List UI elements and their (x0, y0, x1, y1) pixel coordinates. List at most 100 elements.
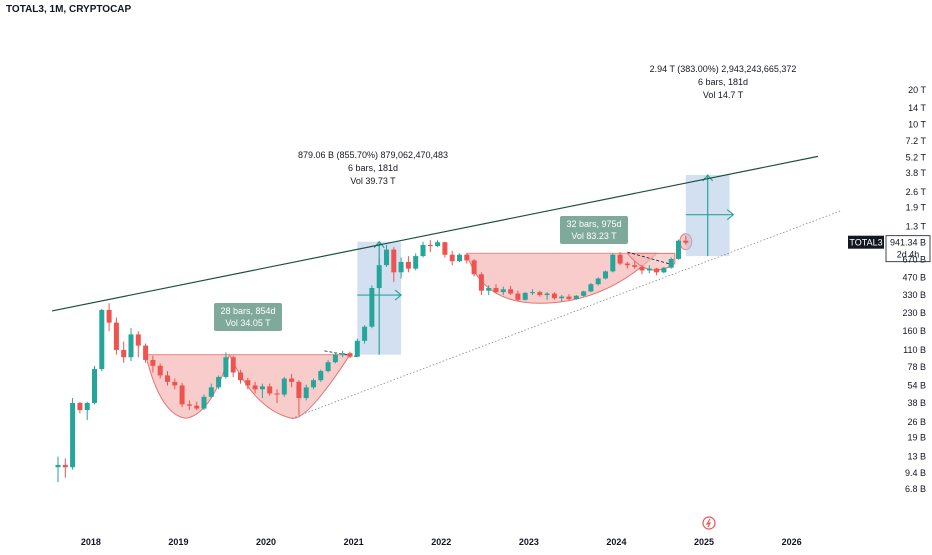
candle-body (427, 244, 433, 247)
price-tick-label: 7.2 T (906, 136, 927, 146)
measure2-label-text: 2.94 T (383.00%) 2,943,243,665,372 (650, 64, 797, 74)
symbol-tag-text: TOTAL3 (849, 238, 882, 248)
candle-body (340, 353, 346, 355)
candle-body (362, 326, 368, 341)
candle-body (500, 289, 506, 293)
candle-body (398, 261, 404, 273)
candle-body (654, 268, 660, 273)
candle-body (92, 369, 97, 403)
cup1-label-text: 28 bars, 854d (220, 306, 275, 316)
candle-body (201, 396, 207, 409)
cup2-label-text: Vol 83.23 T (571, 231, 617, 241)
candle-body (252, 385, 258, 390)
year-tick-label: 2021 (344, 537, 364, 547)
price-tick-label: 54 B (907, 380, 926, 390)
candle-body (332, 354, 338, 363)
price-tick-label: 2.6 T (906, 187, 927, 197)
candle-body (464, 254, 470, 261)
candle-body (121, 349, 127, 358)
price-tick-label: 10 T (908, 120, 926, 130)
candle-body (179, 385, 185, 405)
candle-body (267, 386, 273, 394)
measure2-label-text: Vol 14.7 T (703, 90, 744, 100)
price-tick-label: 3.8 T (906, 168, 927, 178)
candle-body (668, 258, 674, 268)
candle-body (632, 265, 638, 267)
cup2-label-box (560, 216, 628, 244)
candle-body (150, 359, 156, 366)
candle-body (172, 381, 178, 386)
year-tick-label: 2025 (694, 537, 714, 547)
candle-body (311, 380, 316, 388)
price-tick-label: 670 B (902, 255, 926, 265)
candle-body (449, 254, 455, 262)
candle-body (391, 249, 397, 273)
measure-arrow-right-2-head (726, 209, 735, 221)
candle-body (99, 309, 105, 370)
candle-body (581, 291, 587, 296)
candle-body (442, 242, 448, 255)
candle-body (245, 380, 251, 386)
candle-body (610, 254, 616, 272)
measure1-label-text: 6 bars, 181d (348, 163, 398, 173)
price-tick-label: 20 T (908, 85, 926, 95)
price-tag-countdown: 2d 4h (897, 250, 920, 260)
lightning-bolt-icon (702, 516, 716, 530)
candle-body (617, 254, 623, 264)
candle-body (77, 403, 83, 411)
year-tick-label: 2022 (431, 537, 451, 547)
candle-body (186, 404, 192, 406)
price-tick-label: 110 B (903, 345, 926, 355)
candle-body (624, 263, 630, 266)
price-tick-label: 78 B (907, 362, 926, 372)
price-tick-label: 26 B (907, 417, 926, 427)
candle-body (274, 393, 280, 395)
year-tick-label: 2024 (606, 537, 626, 547)
price-tick-label: 9.4 B (905, 468, 926, 478)
price-tick-label: 13 B (907, 452, 926, 462)
candle-body (238, 372, 243, 381)
candle-body (259, 386, 265, 390)
candle-body (194, 405, 200, 409)
price-tick-label: 1.3 T (906, 222, 927, 232)
candle-body (376, 265, 382, 288)
candle-body (676, 240, 681, 259)
measure2-label-text: 6 bars, 181d (698, 77, 748, 87)
candle-body (143, 345, 149, 360)
candle-body (413, 256, 419, 269)
candle-body (522, 292, 528, 300)
candle-body (165, 375, 170, 382)
price-tick-label: 1.9 T (906, 203, 927, 213)
candle-body (603, 271, 608, 279)
price-tick-label: 19 B (907, 433, 926, 443)
measure1-label-text: 879.06 B (855.70%) 879,062,470,483 (298, 150, 448, 160)
candle-body (588, 284, 594, 292)
candle-body (208, 387, 214, 397)
candle-body (420, 244, 426, 257)
candle-body (457, 254, 462, 262)
candle-body (106, 309, 112, 323)
candle-body (296, 381, 302, 399)
candle-body (537, 292, 543, 296)
cup1-label-text: Vol 34.05 T (225, 318, 271, 328)
candle-body (661, 267, 667, 273)
year-tick-label: 2026 (782, 537, 802, 547)
candle-body (530, 292, 535, 294)
candle-body (62, 464, 68, 468)
price-tick-label: 230 B (902, 308, 926, 318)
breakout-dash-2 (627, 251, 672, 265)
candle-body (281, 378, 287, 395)
candle-body (216, 376, 222, 388)
symbol-title[interactable]: TOTAL3, 1M, CRYPTOCAP (6, 4, 132, 15)
candle-body (303, 387, 309, 399)
candle-body (435, 242, 441, 247)
candle-body (369, 288, 375, 327)
candle-body (230, 357, 236, 373)
candle-body (508, 289, 514, 294)
price-tick-label: 6.8 B (905, 484, 926, 494)
candle-body (478, 274, 484, 291)
candle-body (639, 266, 645, 271)
year-tick-label: 2018 (81, 537, 101, 547)
